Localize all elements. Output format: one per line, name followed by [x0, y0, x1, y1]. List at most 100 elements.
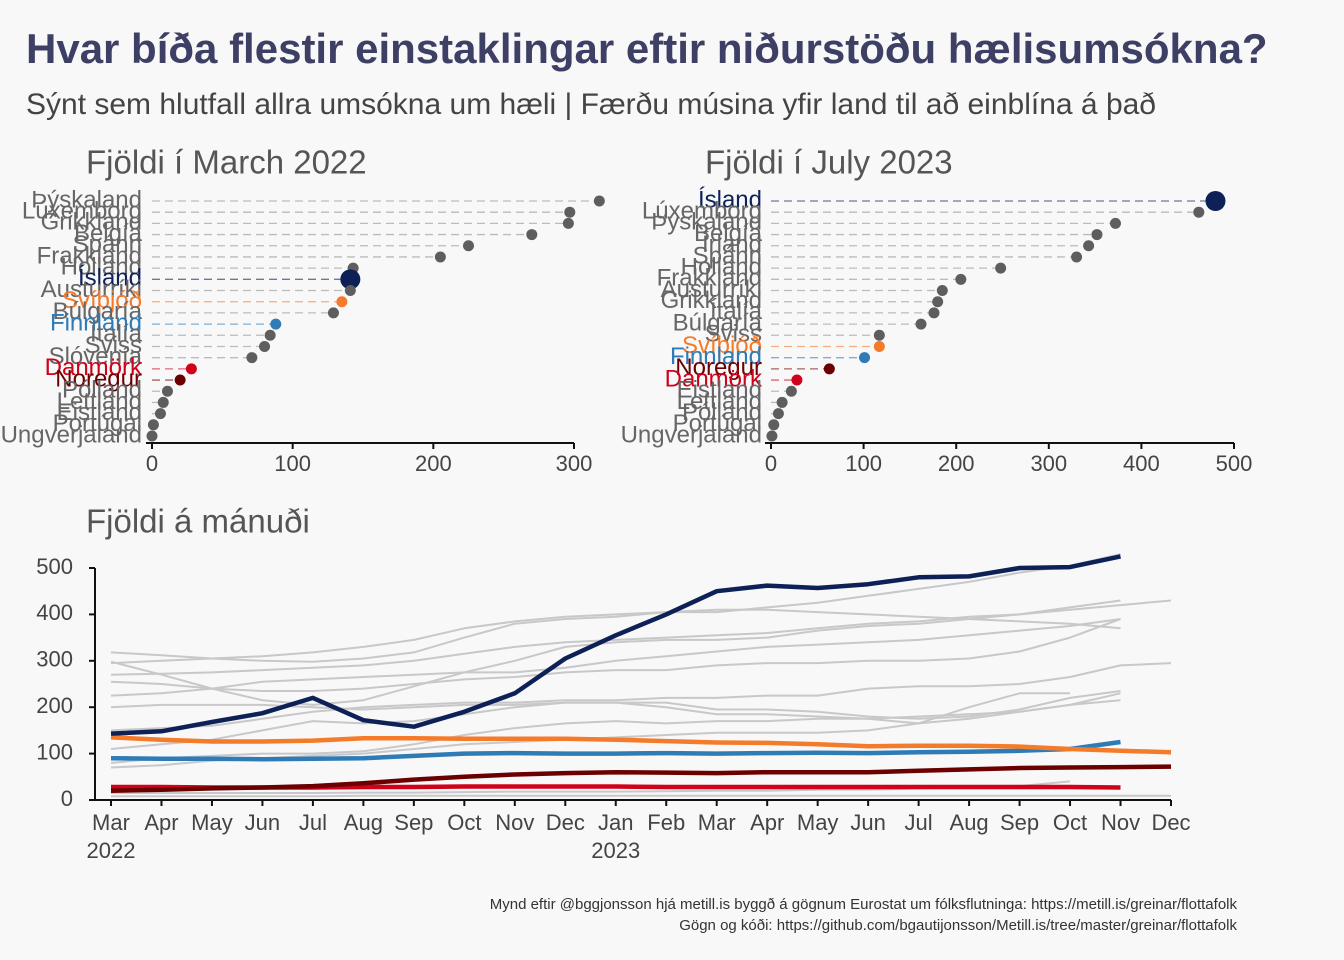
x-tick-label: 300	[1030, 451, 1067, 476]
x-tick-label: Oct	[447, 810, 481, 835]
dot	[185, 363, 197, 375]
dot	[932, 296, 944, 308]
series-line	[110, 739, 1121, 762]
y-tick-label: 100	[36, 739, 73, 764]
category-label: Frakkland	[37, 242, 142, 269]
panel-title: Fjöldi í March 2022	[86, 144, 367, 181]
x-tick-label: Aug	[950, 810, 989, 835]
dot	[1071, 251, 1083, 263]
x-tick-label: 0	[765, 451, 777, 476]
dot	[174, 374, 186, 386]
category-label: Austurríki	[41, 276, 142, 303]
dot	[564, 206, 576, 218]
x-tick-label: Apr	[144, 810, 178, 835]
dot	[768, 419, 780, 431]
x-tick-label: Jun	[245, 810, 280, 835]
category-label: Austurríki	[661, 276, 762, 303]
x-tick-label: 100	[845, 451, 882, 476]
category-label: Sviss	[85, 332, 142, 359]
series-line	[110, 618, 1121, 697]
category-label: Portúgal	[673, 410, 762, 437]
y-tick-label: 0	[61, 786, 73, 811]
dot	[593, 195, 605, 207]
dot	[264, 329, 276, 341]
x-tick-label: Dec	[546, 810, 585, 835]
x-tick-label: Jul	[905, 810, 933, 835]
x-tick-label: 100	[274, 451, 311, 476]
category-label: Noregur	[55, 365, 142, 392]
series-line	[110, 608, 1121, 665]
series-line	[110, 599, 1172, 676]
category-label: Finnland	[670, 343, 762, 370]
dot	[336, 296, 348, 308]
dot	[340, 269, 361, 290]
category-label: Belgía	[694, 220, 763, 247]
dot	[259, 340, 271, 352]
dot	[928, 307, 940, 319]
x-tick-label: Jan	[598, 810, 633, 835]
category-label: Pólland	[682, 399, 762, 426]
x-tick-label: Nov	[495, 810, 534, 835]
category-label: Holland	[681, 253, 762, 280]
category-label: Slóvenía	[49, 343, 143, 370]
category-label: Lúxemborg	[22, 198, 142, 225]
x-tick-label: 200	[415, 451, 452, 476]
caption: Gögn og kóði: https://github.com/bgautij…	[679, 917, 1237, 934]
series-line	[110, 764, 1172, 793]
x-tick-label: May	[191, 810, 233, 835]
caption: Mynd eftir @bggjonsson hjá metill.is byg…	[490, 896, 1238, 913]
panel-title: Fjöldi í July 2023	[705, 144, 953, 181]
dot	[344, 285, 356, 297]
subtitle: Sýnt sem hlutfall allra umsókna um hæli …	[26, 88, 1156, 121]
category-label: Belgía	[74, 220, 143, 247]
dot	[562, 217, 574, 229]
y-tick-label: 200	[36, 693, 73, 718]
category-label: Ísland	[78, 265, 142, 292]
category-label: Eistland	[57, 399, 142, 426]
x-tick-label: Jun	[850, 810, 885, 835]
category-label: Danmörk	[45, 354, 143, 381]
dot	[1193, 206, 1205, 218]
category-label: Holland	[61, 253, 142, 280]
x-tick-label: 400	[1123, 451, 1160, 476]
category-label: Pólland	[62, 377, 142, 404]
category-label: Grikkland	[41, 209, 142, 236]
dot	[823, 363, 835, 375]
dot	[146, 430, 158, 442]
category-label: Ítalía	[90, 321, 143, 348]
x-tick-label: Aug	[344, 810, 383, 835]
x-tick-label: Mar	[698, 810, 736, 835]
dot	[526, 229, 538, 241]
dot	[766, 430, 778, 442]
x-tick-label: 300	[556, 451, 593, 476]
dot	[859, 352, 871, 364]
category-label: Sviss	[705, 321, 762, 348]
y-tick-label: 500	[36, 554, 73, 579]
category-label: Noregur	[675, 354, 762, 381]
category-label: Búlgaría	[53, 298, 143, 325]
category-label: Ísland	[698, 186, 762, 213]
dot	[873, 329, 885, 341]
category-label: Portúgal	[53, 410, 142, 437]
dot	[873, 340, 885, 352]
dot	[246, 352, 258, 364]
x-tick-label: Feb	[647, 810, 685, 835]
category-label: Búlgaría	[673, 309, 763, 336]
dot	[785, 385, 797, 397]
title: Hvar bíða flestir einstaklingar eftir ni…	[26, 25, 1268, 72]
x-tick-label: 0	[146, 451, 158, 476]
category-label: Lettland	[677, 388, 762, 415]
dot	[776, 396, 788, 408]
category-label: Finnland	[50, 309, 142, 336]
category-label: Frakkland	[657, 265, 762, 292]
category-label: Spánn	[693, 242, 762, 269]
category-label: Lúxemborg	[642, 198, 762, 225]
dot	[791, 374, 803, 386]
category-label: Danmörk	[665, 365, 763, 392]
dot	[161, 385, 173, 397]
x-tick-label: Apr	[750, 810, 784, 835]
series-line	[110, 699, 1121, 750]
x-tick-label: Oct	[1053, 810, 1087, 835]
category-label: Lettland	[57, 388, 142, 415]
dot	[434, 251, 446, 263]
